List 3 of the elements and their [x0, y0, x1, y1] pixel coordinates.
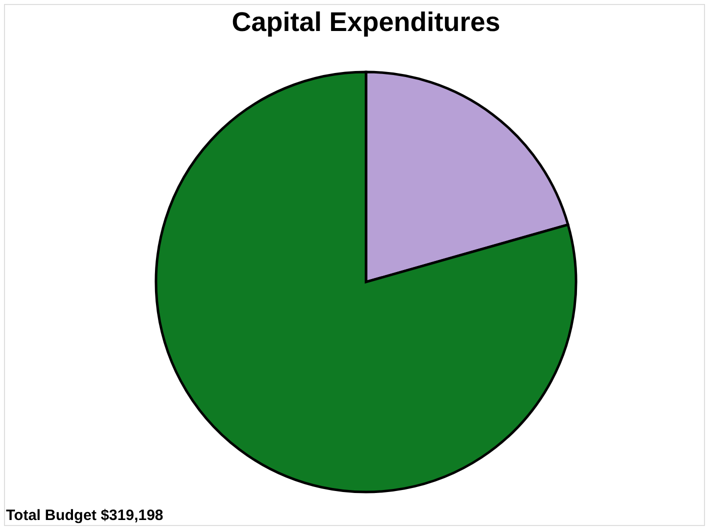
pie-slice [154, 70, 578, 493]
chart-title: Capital Expenditures [232, 7, 500, 37]
text: Total Budget $319,198 [6, 507, 164, 524]
